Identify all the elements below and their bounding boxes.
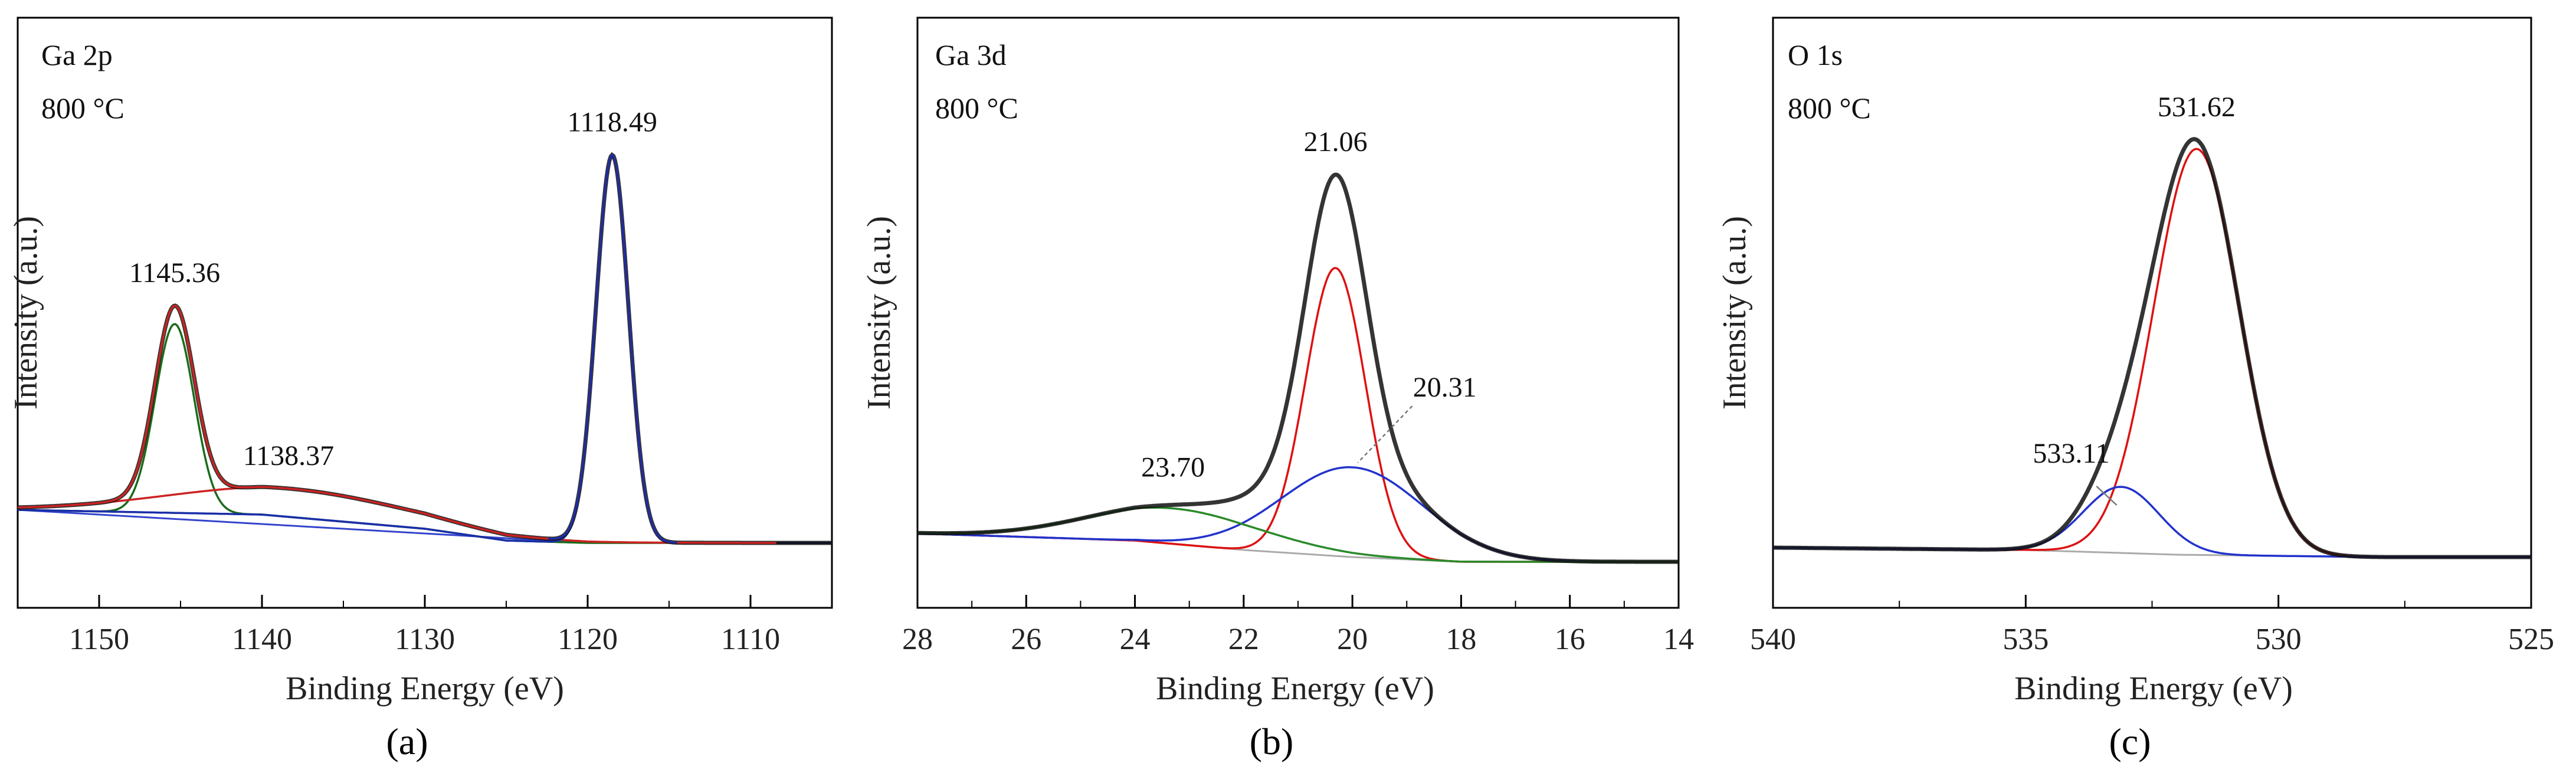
x-tick-label: 1140: [232, 623, 292, 656]
panel-a-x-axis-title: Binding Energy (eV): [286, 670, 564, 707]
series-peak-overlay-1: [17, 153, 776, 544]
panel-b-x-axis-title: Binding Energy (eV): [1156, 670, 1434, 707]
x-tick-label: 22: [1228, 623, 1259, 656]
peak-label: 1145.36: [129, 257, 220, 289]
panel-a-y-axis-title: Intensity (a.u.): [8, 216, 44, 410]
peak-label: 21.06: [1304, 126, 1368, 158]
peak-label: 533.11: [2033, 438, 2109, 469]
panel-c-condition-label: 800 °C: [1788, 91, 1871, 125]
x-tick-label: 525: [2508, 623, 2554, 656]
x-tick-label: 14: [1663, 623, 1694, 656]
x-tick-label: 1150: [69, 623, 129, 656]
series-envelope: [917, 172, 1679, 564]
x-tick-label: 530: [2256, 623, 2302, 656]
panel-a-condition-label: 800 °C: [41, 91, 124, 125]
x-tick-label: 28: [902, 623, 933, 656]
panel-c: 531.62 533.11 540 535 530 525 O 1s 800 °C Bi…: [1716, 17, 2554, 762]
panel-c-y-axis-title: Intensity (a.u.): [1716, 216, 1753, 410]
series-envelope: [17, 152, 832, 545]
series-peak-overlay-2: [548, 153, 677, 544]
panel-b: 21.06 20.31 23.70 28 26 24 22 20 18 16 14 Ga 3d 8…: [861, 17, 1694, 762]
panel-b-condition-label: 800 °C: [935, 91, 1018, 125]
panel-b-plot-frame: [916, 17, 1680, 609]
series-component-1: [917, 466, 1679, 563]
series-component-1: [1773, 486, 2531, 558]
peak-pointer: [2096, 486, 2118, 506]
x-tick-label: 26: [1011, 623, 1041, 656]
x-tick-label: 18: [1446, 623, 1476, 656]
peak-pointer: [1357, 405, 1413, 463]
series-component-0: [1773, 148, 2531, 558]
panel-a-x-ticks: 1150 1140 1130 1120 1110: [17, 595, 833, 656]
x-tick-label: 1110: [721, 623, 780, 656]
panel-c-letter: (c): [2109, 721, 2151, 762]
peak-label: 1138.37: [243, 440, 334, 472]
panel-a-letter: (a): [386, 721, 428, 762]
peak-label: 531.62: [2158, 91, 2236, 123]
series-component-2: [18, 154, 832, 544]
panel-c-element-label: O 1s: [1788, 38, 1843, 71]
panel-a-plot-area: 1145.36 1138.37 1118.49: [17, 107, 832, 545]
x-tick-label: 1130: [395, 623, 455, 656]
panel-c-plot-area: 531.62 533.11: [1773, 91, 2531, 559]
peak-label: 20.31: [1413, 372, 1477, 403]
series-peak-overlay-0: [97, 304, 253, 505]
peak-label: 23.70: [1141, 452, 1205, 483]
x-tick-label: 24: [1120, 623, 1151, 656]
panel-b-x-ticks: 28 26 24 22 20 18 16 14: [902, 595, 1694, 656]
panel-b-plot-area: 21.06 20.31 23.70: [917, 126, 1679, 564]
panel-c-x-axis-title: Binding Energy (eV): [2014, 670, 2293, 707]
peak-label: 1118.49: [567, 107, 657, 138]
panel-b-letter: (b): [1250, 721, 1294, 762]
panel-a-plot-frame: [17, 17, 833, 609]
series-component-0: [18, 323, 832, 544]
x-tick-label: 540: [1750, 623, 1796, 656]
panel-b-y-axis-title: Intensity (a.u.): [861, 216, 897, 410]
x-tick-label: 1120: [558, 623, 618, 656]
panel-c-x-ticks: 540 535 530 525: [1750, 595, 2554, 656]
series-component-0: [917, 267, 1679, 563]
x-tick-label: 16: [1555, 623, 1585, 656]
panel-b-element-label: Ga 3d: [935, 38, 1007, 71]
x-tick-label: 535: [2003, 623, 2049, 656]
panel-a-element-label: Ga 2p: [41, 38, 113, 71]
series-envelope: [1773, 137, 2531, 559]
x-tick-label: 20: [1337, 623, 1368, 656]
